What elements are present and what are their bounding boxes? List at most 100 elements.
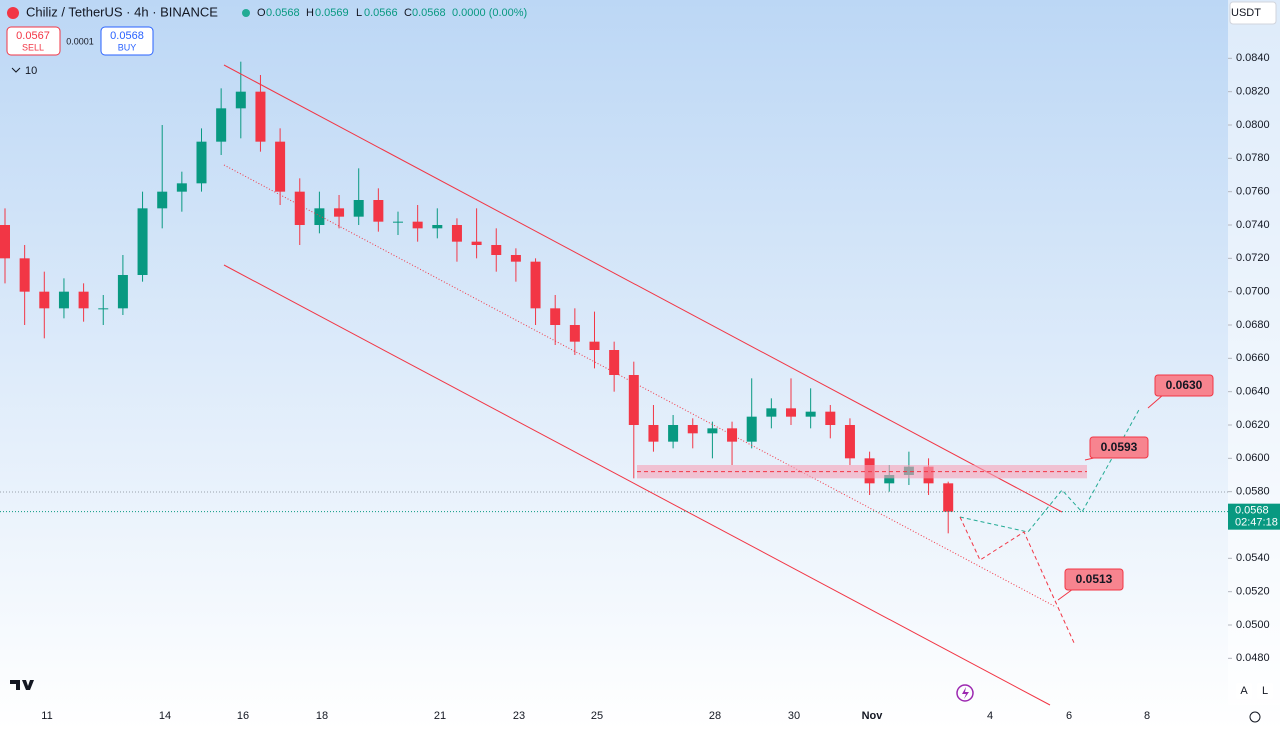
ohlc-key: L bbox=[356, 7, 362, 19]
y-tick-label: 0.0780 bbox=[1236, 152, 1270, 164]
y-tick-label: 0.0480 bbox=[1236, 652, 1270, 664]
buy-price: 0.0568 bbox=[110, 30, 144, 42]
candle-body bbox=[78, 291, 89, 309]
candle-body bbox=[137, 208, 148, 275]
candle-body bbox=[786, 408, 796, 417]
change: 0.0000 (0.00%) bbox=[452, 7, 527, 19]
candle-body bbox=[746, 416, 757, 442]
candle-body bbox=[609, 350, 620, 375]
target-pointer bbox=[1147, 394, 1164, 409]
candle-body bbox=[668, 425, 679, 442]
sell-price: 0.0567 bbox=[16, 30, 50, 42]
candle-body bbox=[255, 91, 266, 142]
collapse-icon[interactable] bbox=[11, 67, 21, 73]
y-tick-label: 0.0720 bbox=[1236, 252, 1270, 264]
scale-button: A bbox=[1240, 685, 1248, 697]
target-label: 0.0593 bbox=[1101, 440, 1138, 454]
y-tick-label: 0.0680 bbox=[1236, 319, 1270, 331]
x-tick-label: 4 bbox=[987, 710, 993, 722]
candle-body bbox=[235, 91, 246, 109]
candles bbox=[0, 61, 954, 534]
auto-button[interactable] bbox=[1236, 683, 1252, 699]
sell-button[interactable] bbox=[6, 26, 61, 56]
target-label: 0.0513 bbox=[1076, 572, 1113, 586]
y-tick-label: 0.0620 bbox=[1236, 419, 1270, 431]
last-price: 0.0568 bbox=[1235, 505, 1269, 517]
candle-body bbox=[0, 225, 10, 259]
y-tick-label: 0.0740 bbox=[1236, 219, 1270, 231]
header: Chiliz / TetherUS · 4h · BINANCE O 0.056… bbox=[7, 4, 527, 19]
candle-body bbox=[589, 341, 600, 350]
channel-mid bbox=[223, 164, 1057, 608]
price-axis bbox=[1228, 0, 1280, 705]
x-tick-label: 16 bbox=[237, 710, 249, 722]
candle-body bbox=[569, 325, 580, 342]
y-tick-label: 0.0600 bbox=[1236, 452, 1270, 464]
spread: 0.0001 bbox=[66, 36, 94, 46]
candle-body bbox=[432, 225, 443, 229]
candle-body bbox=[707, 428, 718, 434]
target-box bbox=[1064, 568, 1124, 591]
indicator-count: 10 bbox=[25, 65, 37, 77]
x-tick-label: 28 bbox=[709, 710, 721, 722]
y-tick-label: 0.0820 bbox=[1236, 86, 1270, 98]
candle-body bbox=[294, 191, 305, 225]
target-pointer bbox=[1057, 588, 1074, 601]
candle-body bbox=[884, 475, 895, 484]
y-tick-label: 0.0800 bbox=[1236, 119, 1270, 131]
y-tick-label: 0.0840 bbox=[1236, 52, 1270, 64]
candle-body bbox=[373, 200, 384, 222]
candle-body bbox=[58, 291, 69, 309]
ohlc-value: 0.0569 bbox=[315, 7, 349, 19]
channel-bottom bbox=[223, 264, 1051, 706]
target-label: 0.0630 bbox=[1166, 378, 1203, 392]
x-tick-label: 11 bbox=[41, 710, 52, 722]
buy-label: BUY bbox=[118, 42, 137, 52]
event-icon bbox=[962, 687, 969, 699]
x-tick-label: 18 bbox=[316, 710, 328, 722]
candle-body bbox=[216, 108, 227, 142]
candle-body bbox=[176, 183, 187, 192]
candle-body bbox=[157, 191, 168, 209]
x-tick-label: 25 bbox=[591, 710, 603, 722]
candle-body bbox=[648, 425, 659, 442]
x-tick-label: 6 bbox=[1066, 710, 1072, 722]
candle-body bbox=[825, 411, 836, 425]
candle-body bbox=[844, 425, 855, 459]
candle-body bbox=[196, 141, 207, 184]
y-tick-label: 0.0640 bbox=[1236, 386, 1270, 398]
logo bbox=[7, 7, 19, 19]
buy-button[interactable] bbox=[100, 26, 154, 56]
ohlc-value: 0.0566 bbox=[364, 7, 398, 19]
x-tick-label: Nov bbox=[862, 710, 884, 722]
target-box bbox=[1089, 436, 1149, 459]
candle-body bbox=[98, 308, 109, 310]
event-icon[interactable] bbox=[956, 684, 974, 702]
candle-body bbox=[766, 408, 777, 417]
y-tick-label: 0.0660 bbox=[1236, 352, 1270, 364]
last-price-tag bbox=[1228, 503, 1280, 530]
candle-body bbox=[727, 428, 738, 442]
candle-body bbox=[19, 258, 30, 292]
candle-body bbox=[314, 208, 325, 225]
currency-button[interactable] bbox=[1229, 1, 1277, 25]
target-box bbox=[1154, 374, 1214, 397]
candle-body bbox=[117, 275, 128, 309]
candle-body bbox=[943, 483, 954, 512]
y-tick-label: 0.0760 bbox=[1236, 186, 1270, 198]
sell-label: SELL bbox=[22, 42, 44, 52]
settings-icon[interactable] bbox=[1249, 711, 1261, 723]
candle-body bbox=[510, 255, 521, 262]
y-tick-label: 0.0500 bbox=[1236, 619, 1270, 631]
y-tick-label: 0.0520 bbox=[1236, 586, 1270, 598]
ohlc-key: H bbox=[306, 7, 314, 19]
candle-body bbox=[39, 291, 50, 309]
status-dot bbox=[242, 9, 250, 17]
trade-buttons: 0.0567 SELL 0.0001 0.0568 BUY 10 bbox=[6, 26, 154, 77]
candle-body bbox=[353, 200, 364, 217]
candle-body bbox=[412, 221, 423, 229]
log-button[interactable] bbox=[1257, 683, 1273, 699]
x-tick-label: 8 bbox=[1144, 710, 1150, 722]
x-tick-label: 21 bbox=[434, 710, 446, 722]
